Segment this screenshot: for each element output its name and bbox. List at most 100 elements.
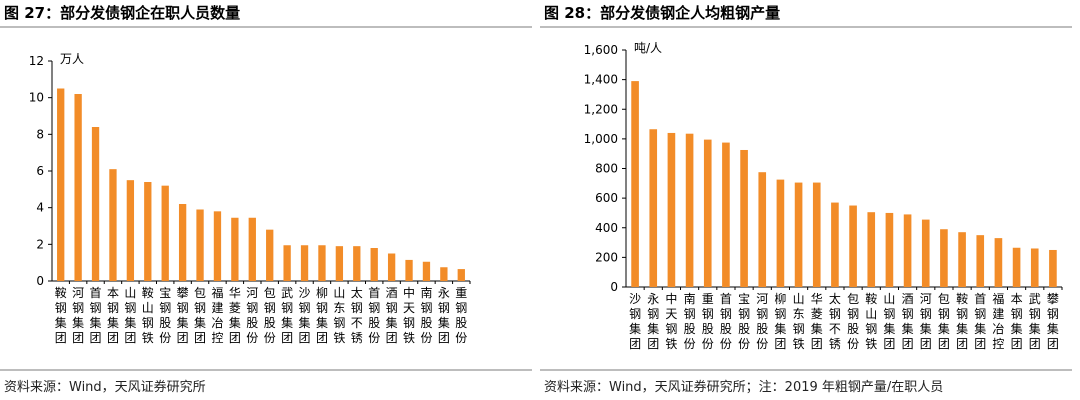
bar — [231, 217, 239, 281]
bar — [178, 204, 187, 281]
chart-source: 资料来源：Wind，天风证券研究所；注：2019 年粗钢产量/在职人员 — [544, 380, 944, 395]
x-category-label: 永钢集团 — [647, 292, 659, 351]
x-category-label: 本钢集团 — [107, 286, 119, 345]
x-category-label: 河钢集团 — [72, 286, 84, 345]
x-category-label: 鞍山钢铁 — [142, 285, 154, 345]
x-category-label: 鞍钢集团 — [55, 285, 67, 345]
x-category-label: 柳钢集团 — [774, 292, 786, 351]
bar — [867, 212, 876, 287]
bar — [722, 142, 730, 287]
chart-panel-staff: 图 27：部分发债钢企在职人员数量 0 2 4 6 8 10 12 万人鞍钢集团 河钢集团 首钢集… — [0, 4, 532, 395]
bar — [387, 253, 396, 281]
y-tick-label: 600 — [595, 191, 618, 205]
y-unit-label: 吨/人 — [634, 41, 662, 55]
bar — [318, 245, 326, 281]
bar — [958, 232, 966, 287]
x-category-label: 福建冶控 — [211, 285, 223, 345]
y-tick-label: 1,400 — [584, 73, 618, 87]
bar — [812, 182, 821, 287]
x-category-label: 武钢集团 — [281, 286, 293, 345]
bar — [161, 185, 169, 281]
bar — [703, 139, 712, 287]
x-category-label: 华菱集团 — [229, 286, 241, 345]
y-tick-label: 0 — [36, 274, 44, 288]
bar — [758, 172, 767, 287]
bar-chart-staff: 0 2 4 6 8 10 12 万人鞍钢集团河钢集团首钢集团本钢集团山钢集团鞍山钢铁宝钢股份攀… — [29, 52, 471, 345]
bar — [335, 246, 344, 281]
chart-panel-output: 图 28：部分发债钢企人均粗钢产量 0 200 400 600 800 1,000 1,20… — [540, 0, 1080, 400]
x-category-label: 宝钢股份 — [159, 286, 171, 345]
bar — [353, 246, 361, 281]
bar — [831, 202, 839, 287]
x-category-label: 太钢不锈 — [351, 285, 363, 345]
bar — [667, 132, 676, 287]
x-category-label: 宝钢股份 — [738, 292, 750, 351]
x-category-label: 首钢集团 — [974, 292, 986, 351]
bar — [57, 88, 65, 281]
x-category-label: 首钢股份 — [368, 286, 380, 345]
x-category-label: 重钢股份 — [455, 286, 467, 345]
x-category-label: 太钢不锈 — [829, 291, 841, 351]
bar — [248, 217, 256, 281]
y-tick-label: 800 — [595, 162, 618, 176]
y-tick-label: 12 — [29, 54, 44, 68]
y-tick-label: 6 — [36, 164, 44, 178]
chart-title: 图 27：部分发债钢企在职人员数量 — [4, 4, 241, 22]
x-category-label: 永钢集团 — [438, 286, 450, 345]
x-category-label: 沙钢集团 — [629, 292, 641, 351]
bar — [91, 127, 100, 281]
title-divider — [540, 26, 1072, 28]
bar — [422, 261, 431, 281]
y-tick-label: 1,600 — [584, 43, 618, 57]
x-category-label: 包钢集团 — [194, 286, 206, 345]
bar — [794, 182, 803, 287]
bar — [1030, 248, 1039, 287]
bar — [903, 214, 912, 287]
x-category-label: 山东钢铁 — [333, 286, 345, 345]
bar — [370, 248, 378, 281]
bar — [631, 81, 639, 287]
bar — [144, 182, 152, 281]
x-category-label: 攀钢集团 — [1047, 292, 1059, 351]
bar — [283, 245, 291, 281]
title-divider — [0, 26, 532, 28]
bar — [1012, 247, 1021, 287]
x-category-label: 首钢集团 — [90, 286, 102, 345]
bar — [74, 94, 82, 281]
y-unit-label: 万人 — [60, 52, 84, 66]
x-category-label: 福建冶控 — [992, 291, 1004, 351]
y-tick-label: 1,200 — [584, 102, 618, 116]
x-category-label: 鞍钢集团 — [956, 291, 968, 351]
y-tick-label: 4 — [36, 201, 44, 215]
y-tick-label: 1,000 — [584, 132, 618, 146]
bar — [921, 219, 930, 287]
y-tick-label: 8 — [36, 127, 44, 141]
x-category-label: 包钢股份 — [264, 286, 276, 345]
x-category-label: 本钢集团 — [1011, 292, 1023, 351]
y-tick-label: 2 — [36, 237, 44, 251]
bar — [213, 211, 222, 281]
bar — [649, 129, 658, 287]
bar — [885, 212, 894, 287]
y-tick-label: 200 — [595, 250, 618, 264]
x-category-label: 沙钢集团 — [299, 286, 311, 345]
x-category-label: 酒钢集团 — [386, 286, 398, 345]
y-tick-label: 0 — [610, 280, 618, 294]
bar — [196, 209, 204, 281]
bar — [994, 238, 1003, 287]
chart-title: 图 28：部分发债钢企人均粗钢产量 — [544, 4, 781, 22]
x-category-label: 华菱集团 — [811, 292, 823, 351]
x-category-label: 包钢股份 — [847, 292, 859, 351]
x-category-label: 攀钢集团 — [177, 286, 189, 345]
chart-source: 资料来源：Wind，天风证券研究所 — [4, 380, 206, 395]
source-divider — [540, 369, 1072, 371]
y-tick-label: 10 — [29, 91, 44, 105]
y-tick-label: 400 — [595, 221, 618, 235]
x-category-label: 包钢集团 — [938, 292, 950, 351]
x-category-label: 山东钢铁 — [793, 292, 805, 351]
x-category-label: 山钢集团 — [124, 286, 136, 345]
x-category-label: 南钢股份 — [420, 285, 432, 345]
bar — [109, 169, 117, 281]
x-category-label: 河钢股份 — [756, 292, 768, 351]
bar — [405, 259, 413, 281]
